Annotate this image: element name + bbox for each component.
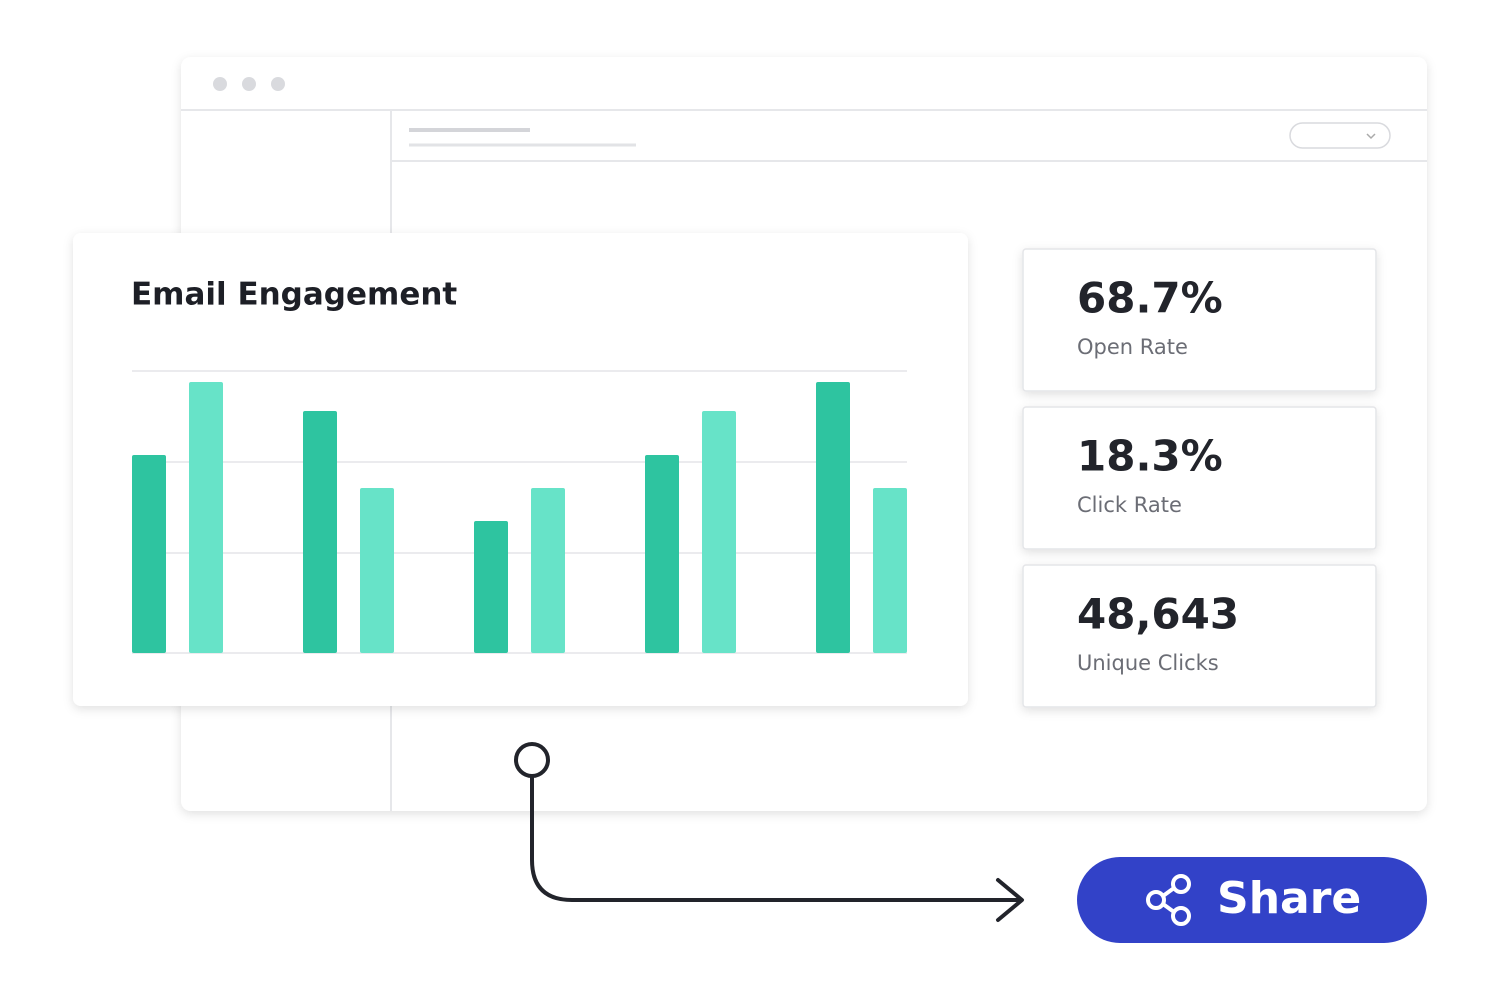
share-button[interactable]: Share <box>1077 857 1427 943</box>
bar <box>360 488 394 653</box>
stat-label: Click Rate <box>1077 493 1182 517</box>
stat-card <box>1022 564 1377 708</box>
dropdown[interactable] <box>1289 122 1391 149</box>
window-dot <box>213 77 227 91</box>
stat-value: 68.7% <box>1077 274 1223 323</box>
share-button-bg[interactable] <box>1077 857 1427 943</box>
bar <box>702 411 736 653</box>
bar <box>474 521 508 653</box>
bar <box>873 488 907 653</box>
stats: 68.7% Open Rate 18.3% Click Rate 48,643 Uniqu… <box>1022 248 1377 708</box>
chart-card <box>73 233 968 706</box>
bar <box>189 382 223 653</box>
connector-line <box>530 776 1020 902</box>
dropdown-caret <box>1366 133 1376 140</box>
stat-value: 18.3% <box>1077 432 1223 481</box>
bar <box>645 455 679 653</box>
connector-arrow <box>996 878 1024 922</box>
bar <box>303 411 337 653</box>
chart <box>132 370 907 654</box>
bar <box>132 455 166 653</box>
stat-label: Unique Clicks <box>1077 651 1219 675</box>
stat-card <box>1022 248 1377 392</box>
stat-card <box>1022 406 1377 550</box>
share-label[interactable]: Share <box>1217 873 1361 924</box>
stat-label: Open Rate <box>1077 335 1188 359</box>
stat-value: 48,643 <box>1077 590 1239 639</box>
chart-title: Email Engagement <box>131 277 457 313</box>
window-dot <box>242 77 256 91</box>
connector-start <box>514 742 550 778</box>
bar <box>816 382 850 653</box>
window-dot <box>271 77 285 91</box>
bar <box>531 488 565 653</box>
share-icon <box>1146 874 1191 926</box>
